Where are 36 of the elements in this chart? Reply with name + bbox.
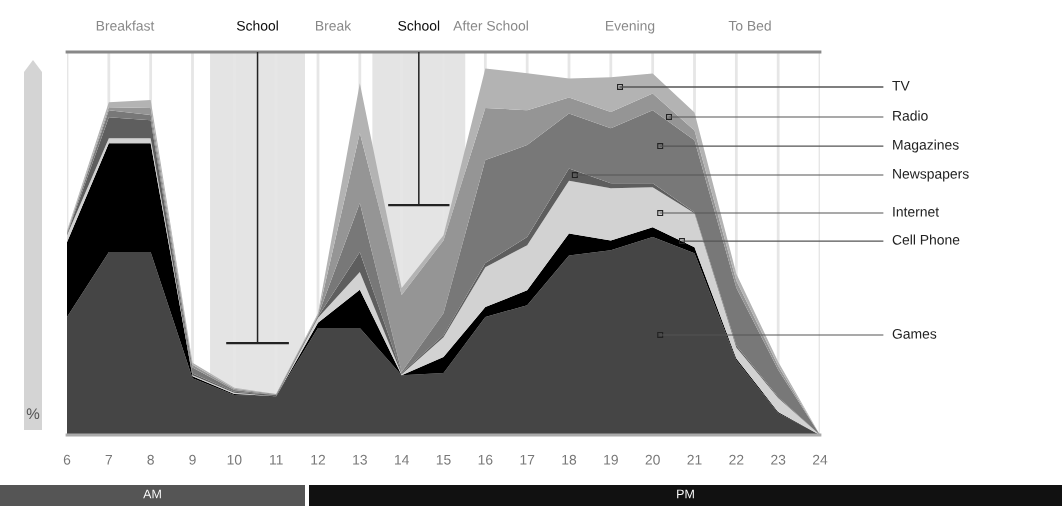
text: TV	[892, 81, 910, 91]
x-tick-label: 12	[311, 454, 326, 465]
x-tick-label: 11	[270, 454, 283, 465]
text: Evening	[606, 20, 655, 34]
text: Internet	[893, 207, 939, 217]
text: Cell Phone	[892, 234, 960, 245]
x-tick-label: 6	[63, 454, 71, 465]
text: AM	[143, 489, 161, 499]
text: Games	[892, 328, 937, 339]
x-tick-label: 19	[604, 454, 618, 465]
x-tick-label: 22	[729, 454, 744, 465]
text: Radio	[893, 110, 928, 121]
text: Newspapers	[893, 169, 969, 182]
text: Magazines	[893, 139, 959, 153]
text: Breakfast	[96, 20, 155, 31]
x-tick-label: 21	[687, 454, 702, 465]
band-label: School	[398, 20, 440, 31]
x-tick-label: 20	[645, 454, 660, 465]
x-tick-label: 15	[436, 454, 451, 465]
x-tick-label: 13	[353, 454, 367, 465]
x-tick-label: 23	[771, 454, 786, 465]
x-tick-label: 24	[812, 454, 828, 465]
x-tick-label: 14	[395, 454, 409, 465]
x-tick-label: 18	[562, 454, 577, 465]
text: After School	[453, 20, 528, 31]
text: To Bed	[728, 20, 771, 31]
band-label: School	[236, 20, 278, 31]
x-tick-label: 8	[147, 454, 154, 465]
y-axis-title: %	[26, 408, 40, 420]
x-tick-label: 17	[520, 454, 535, 465]
x-tick-label: 9	[189, 454, 196, 465]
text: PM	[677, 489, 694, 499]
text: Break	[316, 20, 352, 31]
x-tick-label: 7	[105, 454, 112, 465]
x-tick-label: 16	[478, 454, 493, 465]
x-tick-label: 10	[227, 454, 242, 465]
